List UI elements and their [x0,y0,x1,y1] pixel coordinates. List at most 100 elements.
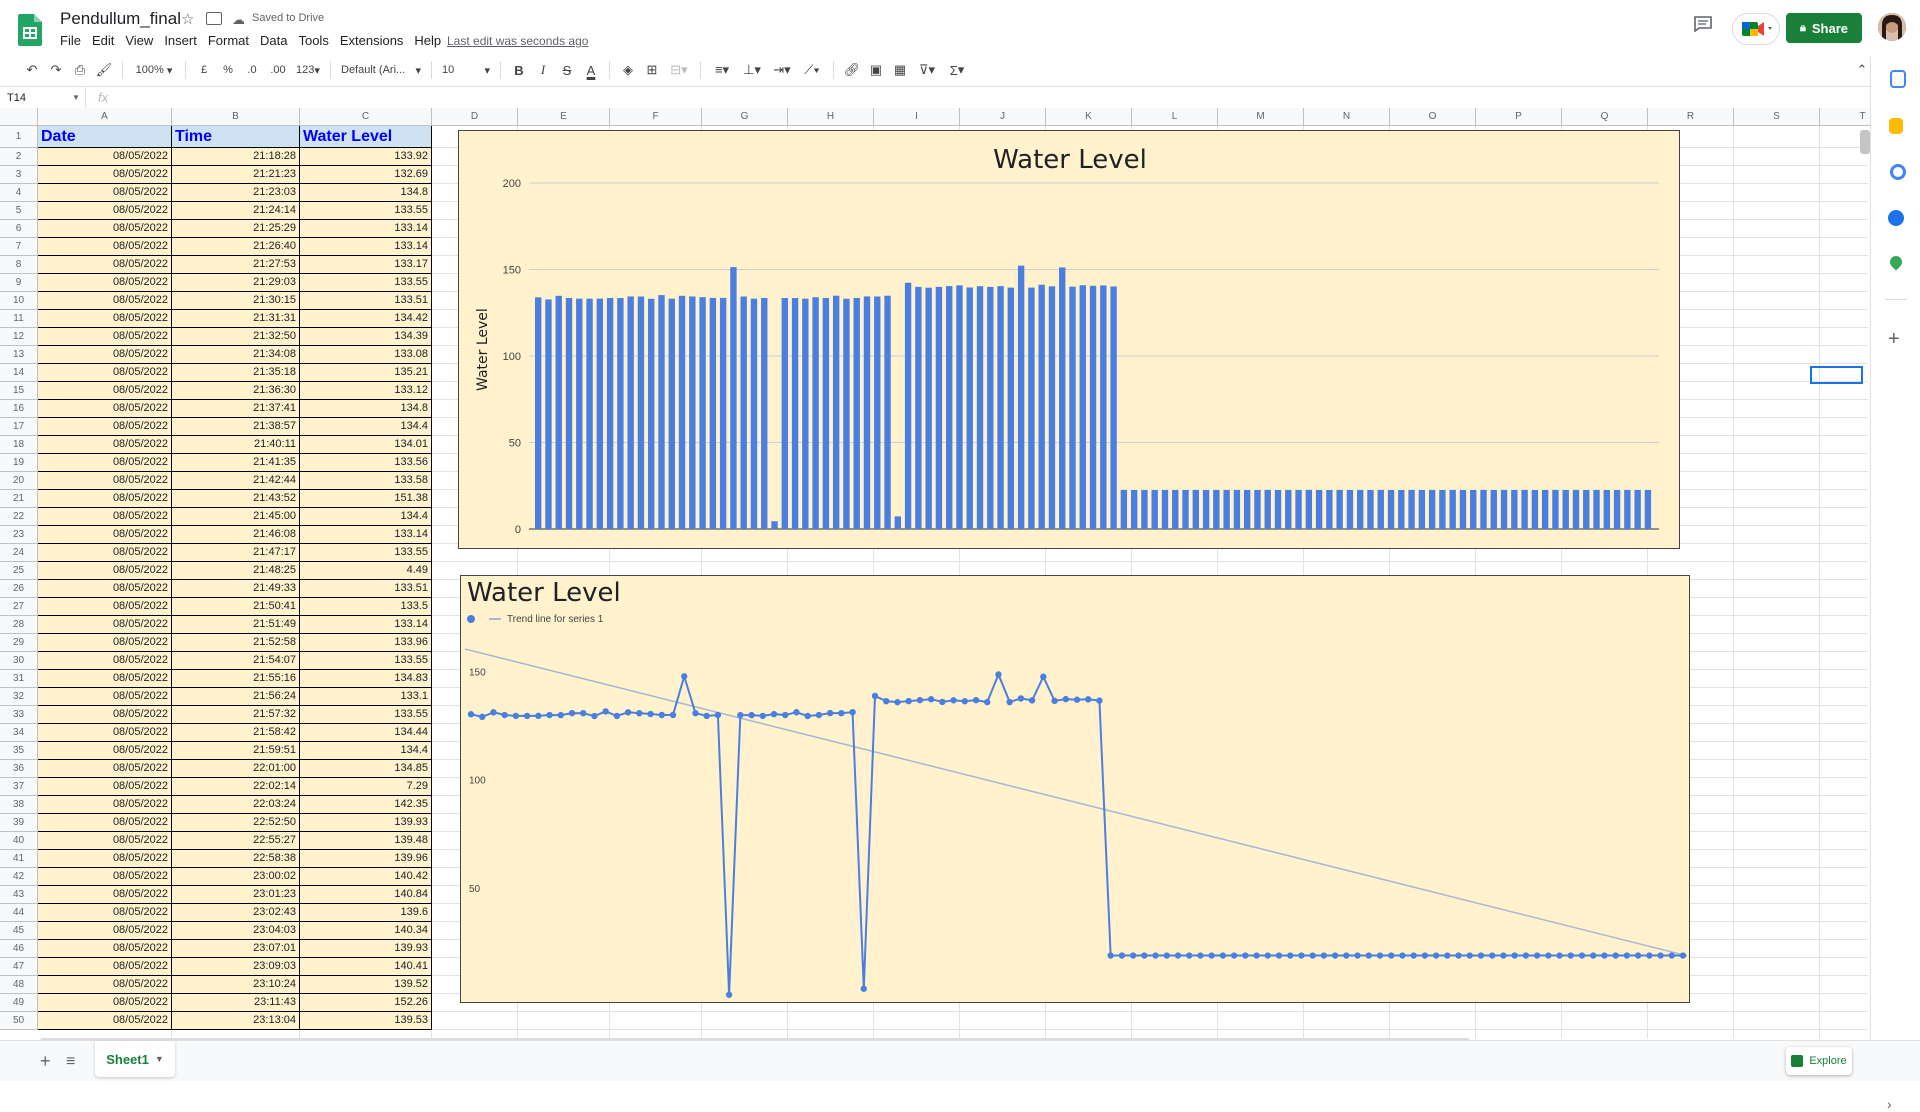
table-cell[interactable]: 133.56 [300,454,432,472]
table-cell[interactable]: 08/05/2022 [38,832,172,850]
table-cell[interactable]: 23:01:23 [172,886,300,904]
column-header-o[interactable]: O [1390,108,1476,126]
paint-format-icon[interactable]: 🖌︎ [95,62,113,77]
table-cell[interactable]: 21:27:53 [172,256,300,274]
table-cell[interactable]: 133.96 [300,634,432,652]
row-header[interactable]: 28 [0,616,38,634]
table-cell[interactable]: 21:25:29 [172,220,300,238]
table-cell[interactable]: 21:57:32 [172,706,300,724]
italic-button[interactable]: I [540,62,546,77]
table-cell[interactable]: 133.08 [300,346,432,364]
table-cell[interactable]: 08/05/2022 [38,454,172,472]
table-cell[interactable]: 08/05/2022 [38,616,172,634]
table-cell[interactable]: 21:36:30 [172,382,300,400]
table-cell[interactable]: 08/05/2022 [38,778,172,796]
column-header-r[interactable]: R [1648,108,1734,126]
table-cell[interactable]: 139.52 [300,976,432,994]
menu-file[interactable]: File [60,33,81,48]
name-box[interactable]: T14 ▼ [0,87,86,109]
table-cell[interactable]: 21:38:57 [172,418,300,436]
row-header[interactable]: 12 [0,328,38,346]
bold-button[interactable]: B [514,62,524,78]
table-cell[interactable]: 133.58 [300,472,432,490]
row-header[interactable]: 45 [0,922,38,940]
table-cell[interactable]: 08/05/2022 [38,994,172,1012]
table-cell[interactable]: 08/05/2022 [38,1012,172,1030]
table-cell[interactable]: 21:34:08 [172,346,300,364]
row-header[interactable]: 22 [0,508,38,526]
all-sheets-icon[interactable]: ≡ [66,1053,76,1070]
table-cell[interactable]: 21:50:41 [172,598,300,616]
row-header[interactable]: 44 [0,904,38,922]
table-cell[interactable]: 08/05/2022 [38,220,172,238]
currency-button[interactable]: £ [200,64,208,76]
table-cell[interactable]: 151.38 [300,490,432,508]
column-header-t[interactable]: T [1820,108,1870,126]
row-header[interactable]: 8 [0,256,38,274]
filter-icon[interactable]: ⊽▾ [918,62,936,77]
fill-color-icon[interactable]: ◈ [623,62,633,77]
table-cell[interactable]: 08/05/2022 [38,760,172,778]
table-cell[interactable]: 21:21:23 [172,166,300,184]
row-header[interactable]: 11 [0,310,38,328]
contacts-icon[interactable] [1888,210,1904,226]
collapse-toolbar-icon[interactable]: ⌃ [1856,62,1868,77]
table-cell[interactable]: 140.34 [300,922,432,940]
selected-cell[interactable] [1810,366,1863,384]
column-header-e[interactable]: E [518,108,610,126]
table-cell[interactable]: 133.55 [300,652,432,670]
insert-chart-icon[interactable]: ▦ [893,62,907,77]
table-cell[interactable]: 23:02:43 [172,904,300,922]
row-header[interactable]: 2 [0,148,38,166]
table-cell[interactable]: 08/05/2022 [38,418,172,436]
table-cell[interactable]: 08/05/2022 [38,580,172,598]
table-cell[interactable]: 23:13:04 [172,1012,300,1030]
table-cell[interactable]: 21:47:17 [172,544,300,562]
column-header-f[interactable]: F [610,108,702,126]
show-side-panel-icon[interactable]: › [1887,1096,1892,1112]
table-cell[interactable]: 08/05/2022 [38,238,172,256]
table-cell[interactable]: 134.83 [300,670,432,688]
menu-help[interactable]: Help [414,33,442,48]
sheet-tab-sheet1[interactable]: Sheet1 ▼ [95,1041,175,1077]
column-header-h[interactable]: H [788,108,874,126]
table-cell[interactable]: 134.44 [300,724,432,742]
table-cell[interactable]: 133.14 [300,526,432,544]
row-header[interactable]: 14 [0,364,38,382]
menu-format[interactable]: Format [207,33,249,48]
table-cell[interactable]: 134.4 [300,418,432,436]
table-cell[interactable]: 134.85 [300,760,432,778]
table-cell[interactable]: 21:58:42 [172,724,300,742]
borders-icon[interactable]: ⊞ [646,62,658,77]
table-cell[interactable]: 23:10:24 [172,976,300,994]
column-header-b[interactable]: B [172,108,300,126]
row-header[interactable]: 17 [0,418,38,436]
text-color-button[interactable]: A [586,62,596,78]
calendar-icon[interactable] [1890,70,1906,88]
table-cell[interactable]: 133.55 [300,274,432,292]
table-cell[interactable]: 21:48:25 [172,562,300,580]
table-cell[interactable]: 23:09:03 [172,958,300,976]
maps-icon[interactable] [1887,253,1905,271]
table-cell[interactable]: 134.42 [300,310,432,328]
table-cell[interactable]: 133.55 [300,202,432,220]
table-cell[interactable]: 133.14 [300,238,432,256]
table-cell[interactable]: 21:18:28 [172,148,300,166]
table-cell[interactable]: 21:29:03 [172,274,300,292]
column-header-d[interactable]: D [432,108,518,126]
row-header[interactable]: 25 [0,562,38,580]
table-cell[interactable]: 22:55:27 [172,832,300,850]
table-cell[interactable]: 134.4 [300,508,432,526]
vertical-align-icon[interactable]: ⊥▾ [743,62,761,77]
table-cell[interactable]: 23:04:03 [172,922,300,940]
row-header[interactable]: 23 [0,526,38,544]
row-header[interactable]: 47 [0,958,38,976]
functions-button[interactable]: Σ ▾ [949,62,965,78]
bar-chart[interactable]: Water Level 0 50 100 150 200 Water Level [458,130,1680,549]
table-cell[interactable]: 08/05/2022 [38,562,172,580]
table-cell[interactable]: 08/05/2022 [38,328,172,346]
font-select[interactable]: Default (Ari... ▾ [341,64,421,77]
table-cell[interactable]: 21:40:11 [172,436,300,454]
column-header-l[interactable]: L [1132,108,1218,126]
table-cell[interactable]: 21:45:00 [172,508,300,526]
